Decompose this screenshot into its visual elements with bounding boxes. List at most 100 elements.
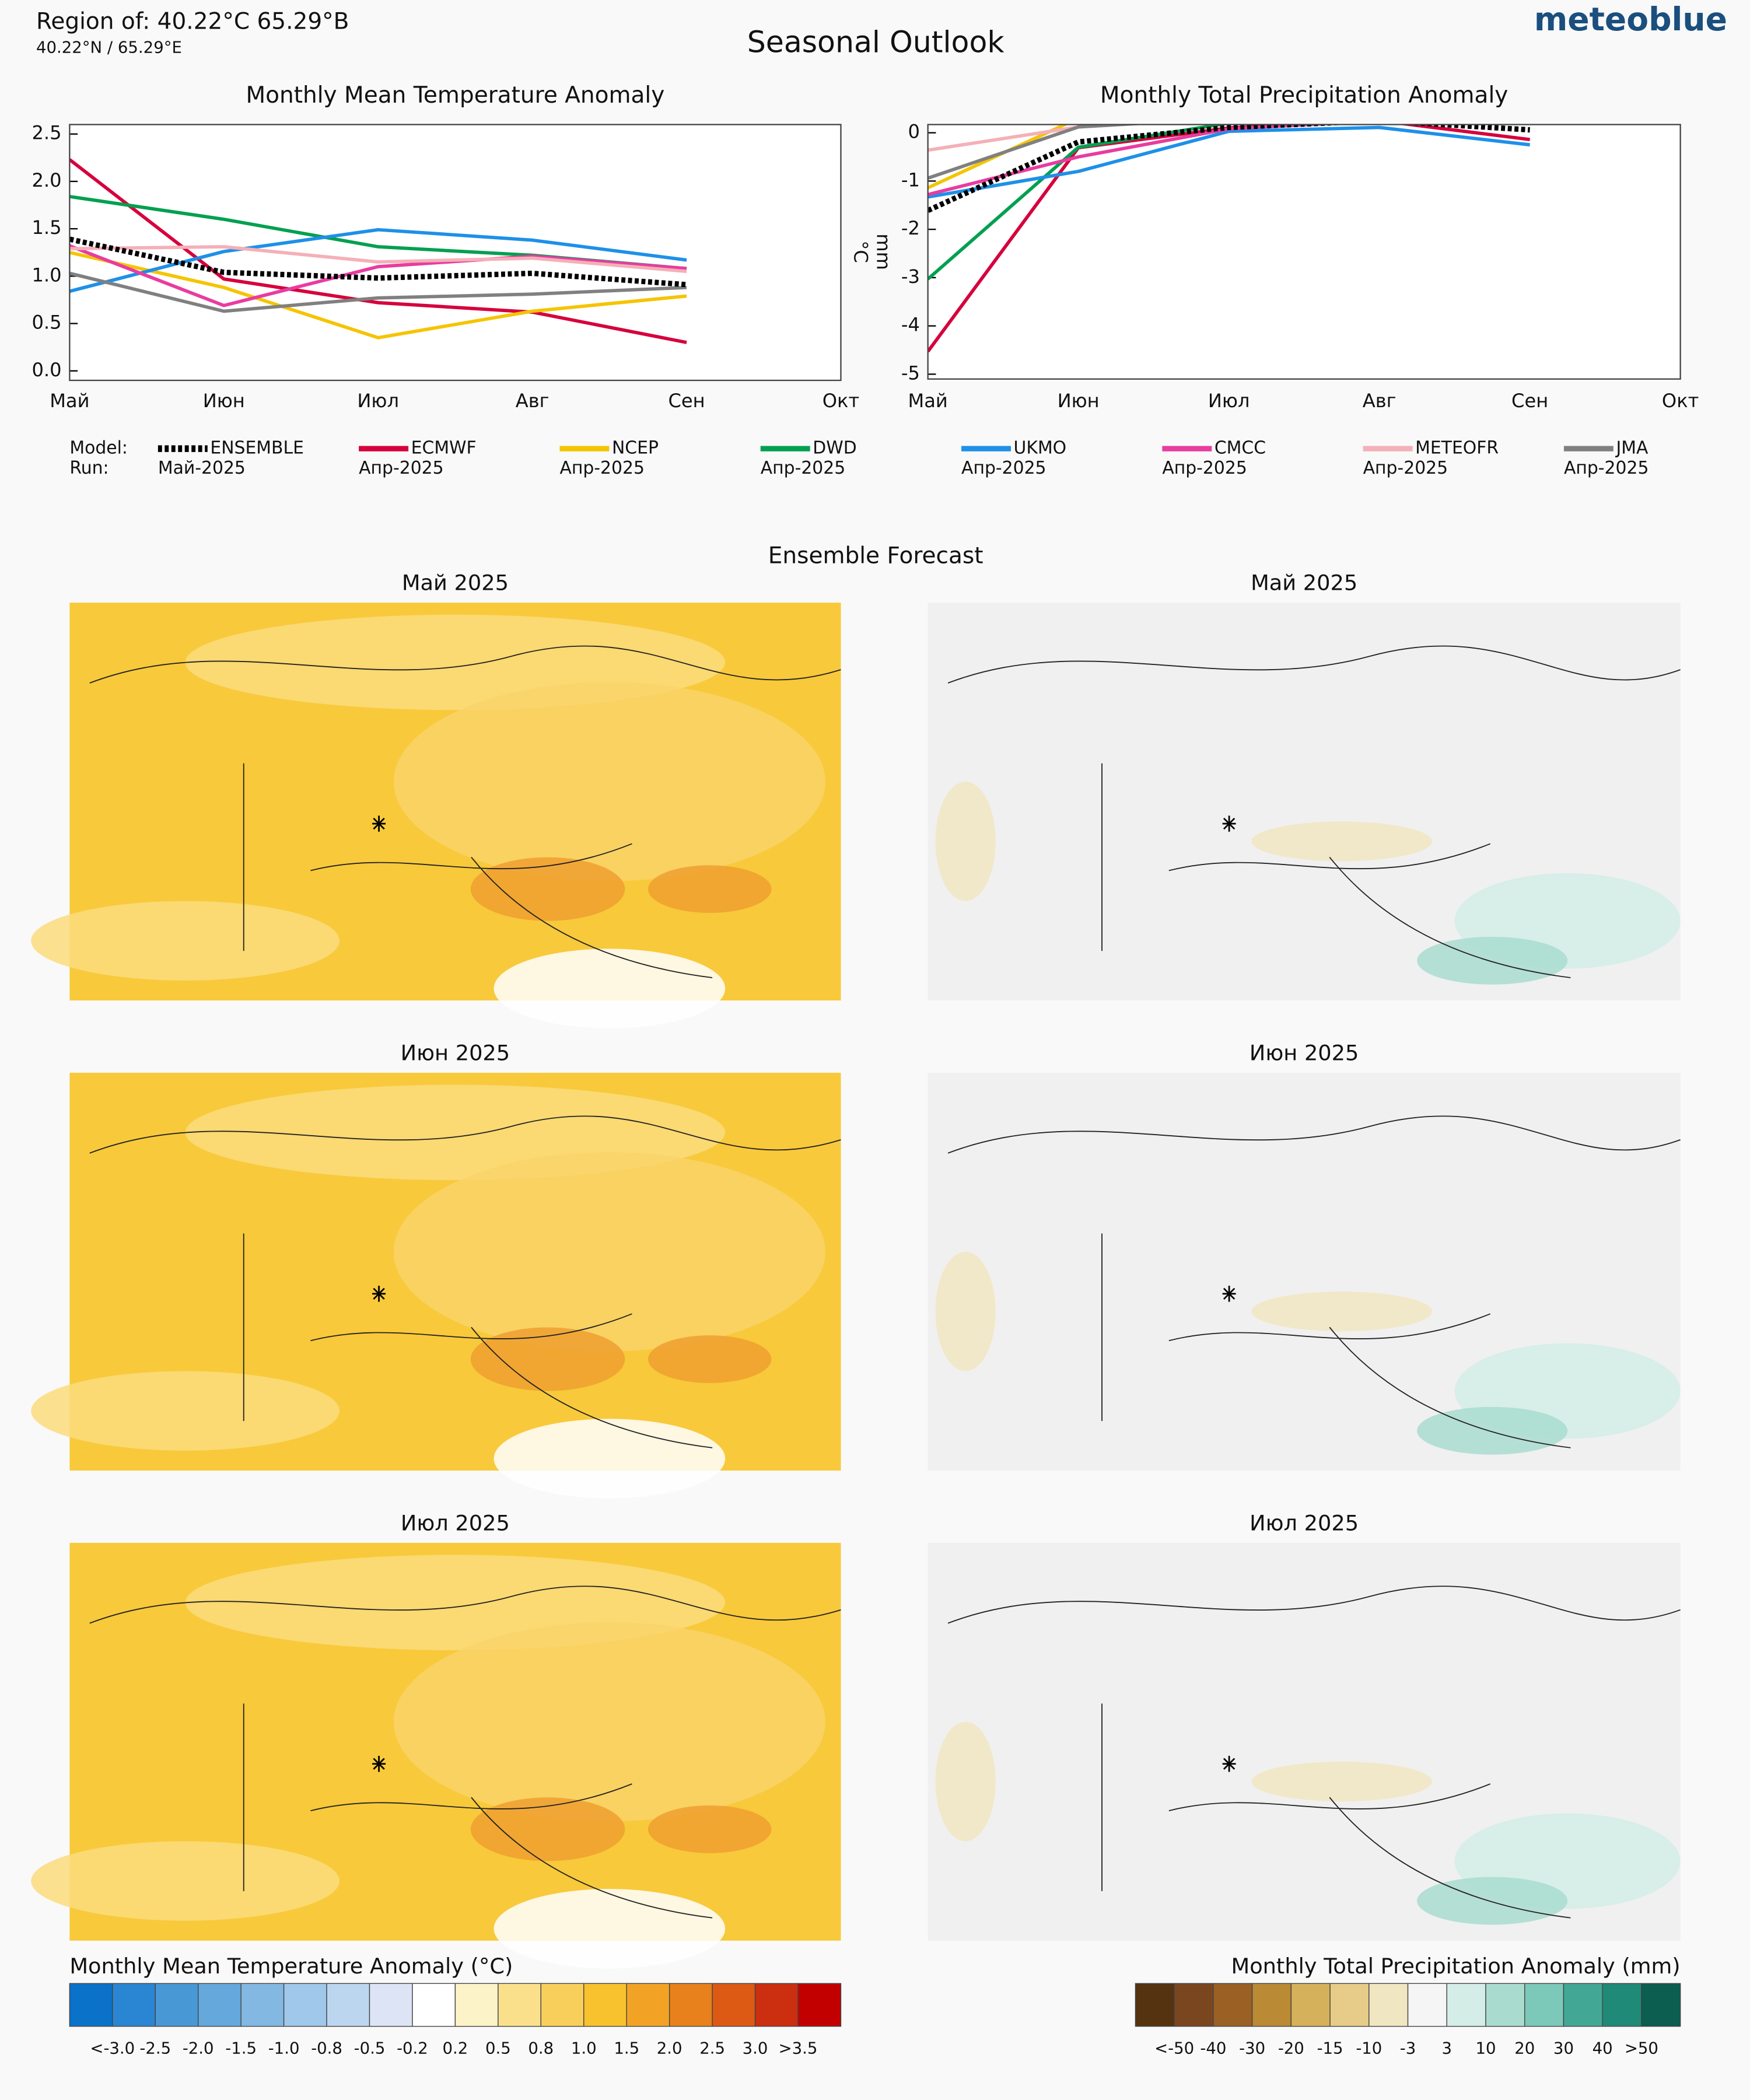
- x-tick-label: Июл: [357, 390, 399, 412]
- plot-frame: [927, 124, 1681, 380]
- colorbar-label: -2.0: [183, 2039, 214, 2058]
- colorbar-label: -15: [1317, 2039, 1343, 2058]
- y-tick-label: 0.0: [32, 359, 61, 381]
- legend-run: Апр-2025: [1564, 458, 1648, 478]
- x-tick-label: Июн: [203, 390, 245, 412]
- legend-run: Апр-2025: [761, 458, 845, 478]
- y-axis-label: °C: [850, 240, 872, 263]
- colorbar-box: [712, 1983, 756, 2027]
- colorbar-label: 2.5: [699, 2039, 725, 2058]
- colorbar-box: [198, 1983, 242, 2027]
- colorbar-label: 0.8: [528, 2039, 554, 2058]
- x-tick-label: Май: [908, 390, 948, 412]
- chart-title: Monthly Total Precipitation Anomaly: [1100, 82, 1508, 108]
- map-region: [1251, 1292, 1432, 1332]
- colorbar-label: -1.5: [225, 2039, 257, 2058]
- colorbar-box: [240, 1983, 285, 2027]
- colorbar-title: Monthly Total Precipitation Anomaly (mm): [1231, 1954, 1681, 1979]
- colorbar-box: [69, 1983, 113, 2027]
- map-region: [1417, 1406, 1568, 1455]
- colorbar-label: 2.0: [657, 2039, 682, 2058]
- map-region: [494, 1889, 726, 1969]
- map-region: [648, 865, 772, 914]
- series-group: [928, 124, 1531, 353]
- map-region: [935, 1721, 996, 1842]
- map-border: [89, 1586, 841, 1919]
- y-tick-label: 1.5: [32, 216, 61, 239]
- y-tick-label: -1: [901, 169, 920, 191]
- colorbar-box: [1641, 1983, 1681, 2027]
- colorbar-label: 3.0: [743, 2039, 768, 2058]
- y-tick-label: -5: [901, 362, 920, 384]
- series-line: [69, 245, 687, 274]
- colorbar-box: [1602, 1983, 1642, 2027]
- colorbar-label: <-50: [1154, 2039, 1194, 2058]
- colorbar-box: [412, 1983, 456, 2027]
- ensemble-title: Ensemble Forecast: [768, 543, 984, 569]
- location-marker: [372, 1286, 386, 1302]
- x-tick-label: Сен: [668, 390, 705, 412]
- map-region: [494, 949, 726, 1028]
- series-line: [69, 158, 687, 344]
- colorbar-box: [668, 1983, 713, 2027]
- colorbar-box: [112, 1983, 156, 2027]
- colorbar-label: <-3.0: [90, 2039, 135, 2058]
- chart-title: Monthly Mean Temperature Anomaly: [246, 82, 664, 108]
- legend-name: UKMO: [1014, 438, 1067, 459]
- colorbar-label: -0.2: [397, 2039, 428, 2058]
- colorbar-box: [1329, 1983, 1370, 2027]
- map-border: [89, 645, 841, 978]
- legend-name: CMCC: [1214, 438, 1266, 459]
- y-tick-label: 2.0: [32, 169, 61, 191]
- colorbar-box: [326, 1983, 370, 2027]
- legend-name: JMA: [1615, 438, 1648, 459]
- colorbar-label: 30: [1553, 2039, 1574, 2058]
- series-line: [69, 250, 687, 340]
- series-line: [69, 244, 687, 307]
- location-marker: [1222, 1286, 1236, 1302]
- logo: meteoblue: [1534, 1, 1727, 38]
- map-border: [947, 645, 1681, 978]
- colorbar-label: 10: [1475, 2039, 1496, 2058]
- legend-name: ENSEMBLE: [210, 438, 304, 459]
- colorbar-box: [1290, 1983, 1331, 2027]
- colorbar-label: -30: [1239, 2039, 1265, 2058]
- x-tick-label: Окт: [1662, 390, 1699, 412]
- series-line: [928, 125, 1530, 199]
- y-tick-label: 0.5: [32, 312, 61, 334]
- legend-model-label: Model:: [69, 438, 128, 459]
- map-region: [470, 1327, 625, 1391]
- colorbar-box: [754, 1983, 799, 2027]
- colorbar-label: -20: [1278, 2039, 1304, 2058]
- location-marker: [1222, 1755, 1236, 1772]
- legend-run: Апр-2025: [359, 458, 443, 478]
- colorbar-label: -0.8: [311, 2039, 342, 2058]
- colorbar-box: [1407, 1983, 1447, 2027]
- colorbar-label: 20: [1514, 2039, 1535, 2058]
- map-title: Июн 2025: [401, 1040, 510, 1065]
- series-line: [928, 124, 1069, 190]
- legend-run: Апр-2025: [961, 458, 1046, 478]
- coords: 40.22°N / 65.29°E: [36, 38, 182, 57]
- colorbar-box: [283, 1983, 327, 2027]
- colorbar-box: [1135, 1983, 1175, 2027]
- colorbar-label: -3: [1400, 2039, 1416, 2058]
- colorbar-box: [1368, 1983, 1409, 2027]
- map-title: Май 2025: [402, 570, 509, 596]
- map-region: [1417, 1877, 1568, 1925]
- map-region: [935, 1251, 996, 1371]
- legend-name: DWD: [813, 438, 856, 459]
- legend-name: ECMWF: [411, 438, 477, 459]
- map-region: [1251, 821, 1432, 862]
- y-tick-label: 2.5: [32, 122, 61, 144]
- location-marker: [372, 816, 386, 832]
- map-region: [470, 1797, 625, 1861]
- map-title: Июл 2025: [1250, 1510, 1359, 1535]
- y-tick-label: 0: [908, 121, 919, 143]
- legend-run: Апр-2025: [559, 458, 644, 478]
- series-line: [928, 124, 1150, 180]
- colorbar-title: Monthly Mean Temperature Anomaly (°C): [69, 1954, 513, 1979]
- colorbar-box: [1524, 1983, 1564, 2027]
- map-border: [947, 1586, 1681, 1919]
